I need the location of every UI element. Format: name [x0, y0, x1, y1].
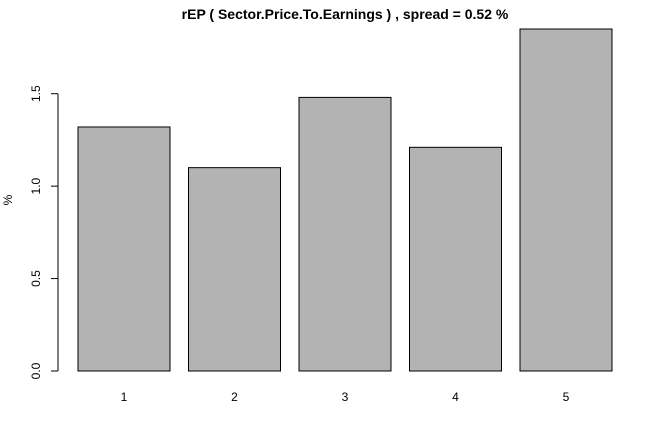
- bar-5: [519, 28, 613, 372]
- x-tick-label: 1: [121, 390, 128, 404]
- y-axis: 0.0 0.5 1.0 1.5: [29, 85, 59, 379]
- bars-group: [77, 28, 613, 372]
- x-tick-label: 2: [231, 390, 238, 404]
- x-tick-label: 3: [342, 390, 349, 404]
- x-tick-label: 5: [563, 390, 570, 404]
- bar-3: [298, 96, 392, 372]
- y-tick-label: 0.0: [29, 362, 43, 379]
- x-axis-tick-labels: 1 2 3 4 5: [121, 390, 570, 404]
- y-tick-label: 1.5: [29, 85, 43, 102]
- x-tick-label: 4: [452, 390, 459, 404]
- bar-1: [77, 126, 171, 372]
- y-tick-label: 1.0: [29, 177, 43, 194]
- chart-title: rEP ( Sector.Price.To.Earnings ) , sprea…: [182, 6, 509, 22]
- bar-4: [409, 146, 502, 372]
- y-tick-label: 0.5: [29, 270, 43, 287]
- bar-2: [188, 167, 281, 372]
- y-axis-label: %: [1, 194, 15, 205]
